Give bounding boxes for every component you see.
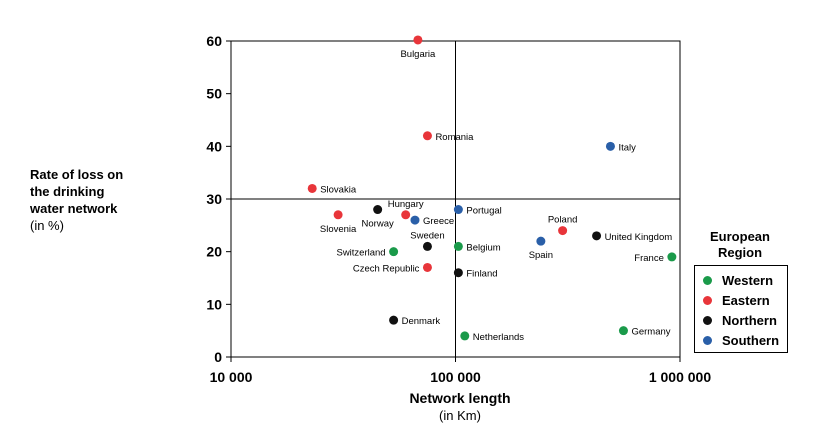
x-axis-unit: (in Km) xyxy=(439,408,481,423)
data-point-poland xyxy=(558,226,568,236)
data-point-united-kingdom xyxy=(592,231,602,241)
data-label: United Kingdom xyxy=(605,232,673,243)
data-label: Romania xyxy=(435,132,474,143)
legend-label: Northern xyxy=(722,312,777,328)
data-point-czech-republic xyxy=(422,262,432,272)
data-point-spain xyxy=(536,236,546,246)
data-point-slovakia xyxy=(307,183,317,193)
legend-marker xyxy=(703,295,712,305)
data-point-italy xyxy=(605,141,615,151)
data-label: Slovenia xyxy=(320,224,357,235)
data-point-switzerland xyxy=(389,247,399,257)
data-point-romania xyxy=(422,131,432,141)
data-label: Norway xyxy=(362,219,394,230)
data-point-norway xyxy=(373,205,383,215)
legend-item-southern: Southern xyxy=(703,330,787,350)
data-point-finland xyxy=(453,268,463,278)
data-point-greece xyxy=(410,215,420,225)
data-points: Bulgaria Romania Italy Slovakia Portugal Hung… xyxy=(307,35,677,343)
x-tick-label: 1 000 000 xyxy=(649,369,711,385)
legend: Western Eastern Northern Southern xyxy=(694,265,788,353)
legend-label: Southern xyxy=(722,332,780,348)
data-label: Italy xyxy=(618,142,636,153)
data-label: Belgium xyxy=(466,242,500,253)
data-label: Switzerland xyxy=(336,248,385,259)
legend-item-eastern: Eastern xyxy=(703,290,787,310)
data-label: Netherlands xyxy=(473,332,524,343)
data-label: Poland xyxy=(548,215,578,226)
legend-item-western: Western xyxy=(703,270,787,290)
y-tick-label: 0 xyxy=(214,349,222,365)
legend-title-line: European xyxy=(710,229,770,244)
legend-title: European Region xyxy=(690,229,790,261)
data-label: Czech Republic xyxy=(353,263,420,274)
data-label: Sweden xyxy=(410,230,444,241)
legend-label: Western xyxy=(722,272,774,288)
y-axis-label-line: water network xyxy=(30,201,118,216)
data-label: Germany xyxy=(631,327,670,338)
legend-item-northern: Northern xyxy=(703,310,787,330)
data-point-bulgaria xyxy=(413,35,423,45)
data-label: Greece xyxy=(423,216,454,227)
data-label: Hungary xyxy=(388,199,424,210)
y-tick-label: 50 xyxy=(206,86,222,102)
y-axis-ticks: 0 10 20 30 40 50 60 xyxy=(206,33,231,365)
data-label: France xyxy=(634,253,664,264)
legend-label: Eastern xyxy=(722,292,770,308)
x-tick-label: 10 000 xyxy=(210,369,253,385)
x-tick-label: 100 000 xyxy=(430,369,481,385)
data-point-germany xyxy=(618,326,628,336)
y-tick-label: 10 xyxy=(206,296,222,312)
data-point-denmark xyxy=(389,315,399,325)
data-point-hungary xyxy=(401,210,411,220)
data-label: Bulgaria xyxy=(400,49,436,60)
legend-marker xyxy=(703,335,712,345)
y-tick-label: 20 xyxy=(206,244,222,260)
x-axis-label: Network length (in Km) xyxy=(360,390,560,424)
legend-marker xyxy=(703,315,712,325)
x-axis-label-title: Network length xyxy=(409,390,511,406)
y-axis-unit: (in %) xyxy=(30,218,64,233)
data-point-sweden xyxy=(422,241,432,251)
data-point-netherlands xyxy=(460,331,470,341)
data-point-portugal xyxy=(453,205,463,215)
data-label: Finland xyxy=(466,269,497,280)
y-axis-label-line: the drinking xyxy=(30,184,105,199)
data-label: Spain xyxy=(529,250,553,261)
y-axis-label: Rate of loss on the drinking water netwo… xyxy=(30,166,170,234)
legend-marker xyxy=(703,275,712,285)
y-tick-label: 30 xyxy=(206,191,222,207)
data-point-slovenia xyxy=(333,210,343,220)
data-label: Slovakia xyxy=(320,184,357,195)
y-tick-label: 40 xyxy=(206,138,222,154)
y-tick-label: 60 xyxy=(206,33,222,49)
y-axis-label-line: Rate of loss on xyxy=(30,167,124,182)
x-axis-ticks: 10 000 100 000 1 000 000 xyxy=(210,357,711,385)
data-point-france xyxy=(667,252,677,262)
data-label: Portugal xyxy=(466,206,501,217)
data-point-belgium xyxy=(453,241,463,251)
legend-title-line: Region xyxy=(717,245,763,260)
data-label: Denmark xyxy=(402,316,441,327)
